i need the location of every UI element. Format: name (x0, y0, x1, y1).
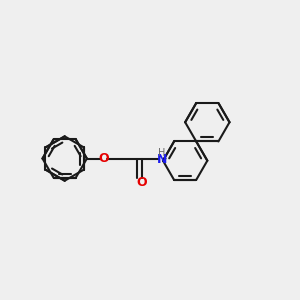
Text: H: H (158, 148, 166, 158)
Text: O: O (137, 176, 148, 189)
Text: N: N (157, 153, 167, 166)
Text: O: O (98, 152, 109, 165)
